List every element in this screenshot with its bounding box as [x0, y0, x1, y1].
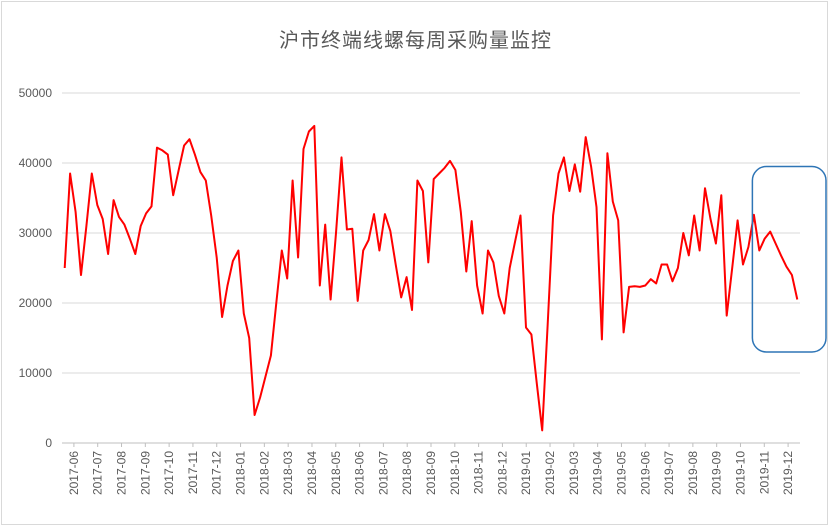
y-tick-label: 10000: [19, 366, 53, 380]
y-tick-label: 0: [45, 436, 52, 450]
x-tick-label: 2017-08: [115, 451, 129, 495]
y-tick-label: 40000: [19, 156, 53, 170]
x-tick-label: 2017-09: [138, 451, 152, 495]
x-tick-label: 2018-01: [234, 451, 248, 495]
y-tick-label: 20000: [19, 296, 53, 310]
x-tick-label: 2018-08: [400, 451, 414, 495]
x-tick-label: 2018-12: [495, 451, 509, 495]
x-tick-label: 2018-03: [281, 451, 295, 495]
x-tick-label: 2017-11: [186, 451, 200, 494]
x-tick-label: 2018-04: [305, 451, 319, 495]
x-tick-label: 2019-12: [781, 451, 795, 495]
highlight-box: [751, 165, 827, 353]
x-tick-label: 2017-12: [210, 451, 224, 495]
x-tick-label: 2019-10: [733, 451, 747, 495]
x-tick-label: 2019-09: [710, 451, 724, 495]
chart-title: 沪市终端线螺每周采购量监控: [279, 30, 552, 52]
x-tick-label: 2018-10: [448, 451, 462, 495]
x-tick-label: 2018-05: [329, 451, 343, 495]
x-tick-label: 2018-02: [257, 451, 271, 495]
x-tick-label: 2019-07: [662, 451, 676, 495]
x-tick-label: 2019-11: [757, 451, 771, 494]
x-tick-label: 2019-08: [686, 451, 700, 495]
y-tick-label: 30000: [19, 226, 53, 240]
series-line: [63, 124, 799, 432]
x-tick-label: 2017-07: [91, 451, 105, 495]
x-tick-label: 2018-09: [424, 451, 438, 495]
x-tick-label: 2018-11: [472, 451, 486, 494]
x-tick-label: 2019-03: [567, 451, 581, 495]
x-tick-label: 2017-06: [67, 451, 81, 495]
x-tick-label: 2019-04: [591, 451, 605, 495]
x-tick-label: 2018-07: [376, 451, 390, 495]
x-tick-label: 2019-05: [614, 451, 628, 495]
y-tick-label: 50000: [19, 86, 53, 100]
x-tick-label: 2019-02: [543, 451, 557, 495]
x-tick-label: 2017-10: [162, 451, 176, 495]
x-tick-label: 2018-06: [353, 451, 367, 495]
x-tick-label: 2019-01: [519, 451, 533, 495]
x-tick-label: 2019-06: [638, 451, 652, 495]
